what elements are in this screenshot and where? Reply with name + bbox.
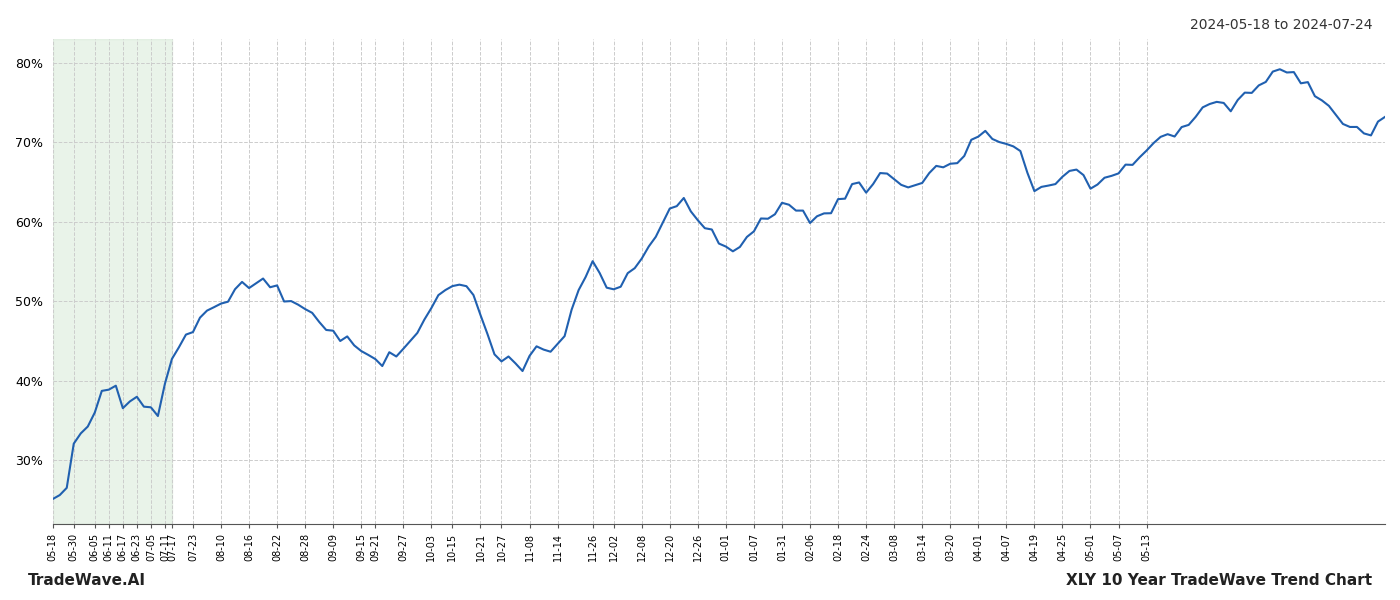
Bar: [53, 39, 172, 524]
Text: TradeWave.AI: TradeWave.AI: [28, 573, 146, 588]
Text: XLY 10 Year TradeWave Trend Chart: XLY 10 Year TradeWave Trend Chart: [1065, 573, 1372, 588]
Text: 2024-05-18 to 2024-07-24: 2024-05-18 to 2024-07-24: [1190, 18, 1372, 32]
